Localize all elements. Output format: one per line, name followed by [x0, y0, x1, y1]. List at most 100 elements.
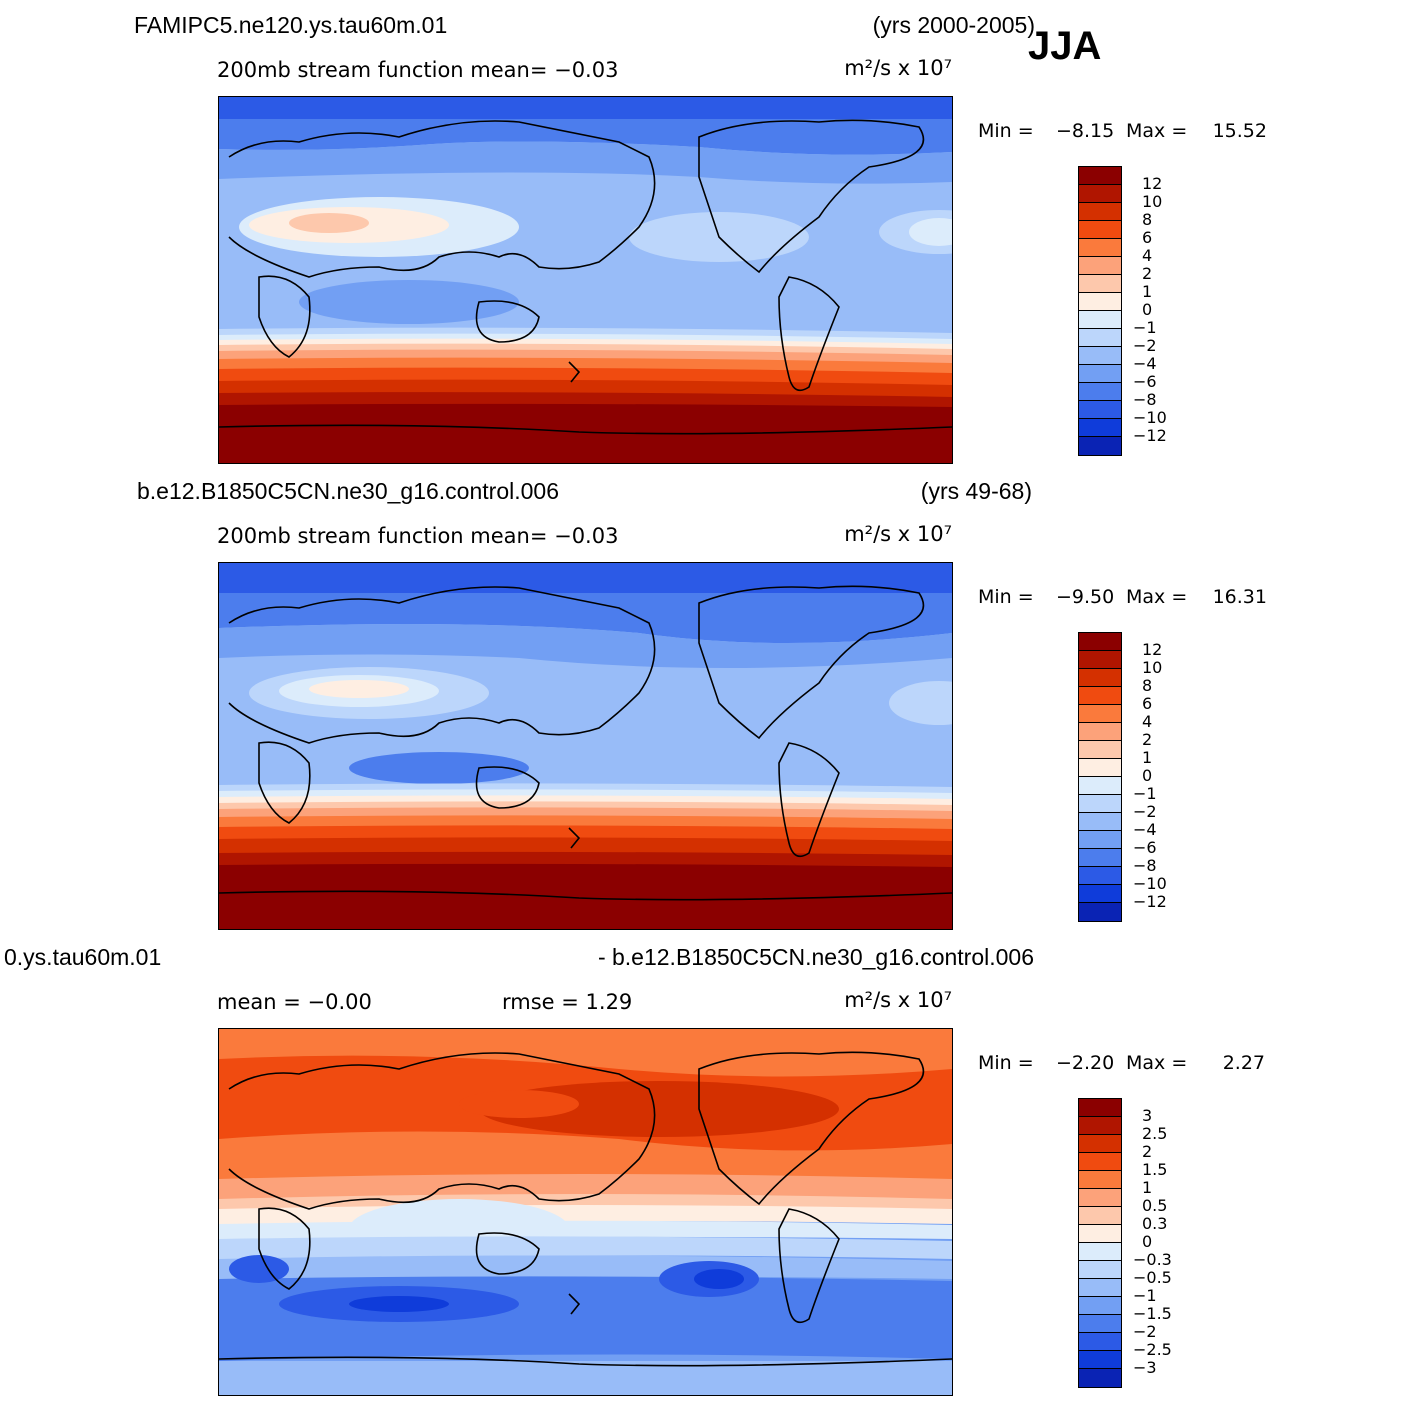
panel2-colorbar-swatch	[1079, 651, 1121, 669]
panel3-colorbar-swatch	[1079, 1135, 1121, 1153]
panel3-rmse: rmse = 1.29	[502, 990, 633, 1014]
colorbar-tick-label: −10	[1133, 408, 1167, 427]
colorbar-tick-label: −12	[1133, 892, 1167, 911]
panel3-colorbar-swatch	[1079, 1297, 1121, 1315]
colorbar-tick-label: 2	[1142, 730, 1153, 749]
colorbar-tick-label: −2	[1133, 1322, 1157, 1341]
panel2-colorbar	[1078, 632, 1122, 922]
panel3-colorbar-swatch	[1079, 1099, 1121, 1117]
panel3-colorbar-swatch	[1079, 1117, 1121, 1135]
panel1-colorbar-swatch	[1079, 311, 1121, 329]
colorbar-tick-label: −6	[1133, 838, 1157, 857]
panel1-colorbar-swatch	[1079, 203, 1121, 221]
panel3-colorbar-swatch	[1079, 1153, 1121, 1171]
panel2-colorbar-swatch	[1079, 795, 1121, 813]
panel1-colorbar-swatch	[1079, 185, 1121, 203]
panel1-colorbar-swatch	[1079, 365, 1121, 383]
colorbar-tick-label: −3	[1133, 1358, 1157, 1377]
panel2-colorbar-swatch	[1079, 705, 1121, 723]
panel3-colorbar	[1078, 1098, 1122, 1388]
colorbar-tick-label: 0.5	[1142, 1196, 1168, 1215]
panel3-units: m²/s x 10⁷	[844, 988, 952, 1012]
panel1-min-label: Min =	[978, 120, 1034, 142]
colorbar-tick-label: 4	[1142, 712, 1153, 731]
colorbar-tick-label: 10	[1142, 658, 1163, 677]
panel1-subtitle: 200mb stream function mean= −0.03	[217, 58, 619, 82]
panel2-colorbar-swatch	[1079, 849, 1121, 867]
colorbar-tick-label: 4	[1142, 246, 1153, 265]
panel3-colorbar-swatch	[1079, 1369, 1121, 1387]
panel3-colorbar-swatch	[1079, 1279, 1121, 1297]
panel2-colorbar-swatch	[1079, 669, 1121, 687]
panel1-colorbar-swatch	[1079, 257, 1121, 275]
season-label: JJA	[1028, 24, 1102, 68]
panel3-max-value: 2.27	[1222, 1052, 1265, 1074]
panel1-colorbar-swatch	[1079, 239, 1121, 257]
panel1-colorbar-swatch	[1079, 437, 1121, 455]
panel3-colorbar-swatch	[1079, 1261, 1121, 1279]
colorbar-tick-label: 12	[1142, 640, 1163, 659]
colorbar-tick-label: 1	[1142, 282, 1153, 301]
colorbar-tick-label: −1	[1133, 784, 1157, 803]
panel1-colorbar-swatch	[1079, 275, 1121, 293]
colorbar-tick-label: 2.5	[1142, 1124, 1168, 1143]
panel3-colorbar-swatch	[1079, 1225, 1121, 1243]
panel3-min-value: −2.20	[1056, 1052, 1115, 1074]
colorbar-tick-label: 2	[1142, 264, 1153, 283]
colorbar-tick-label: −1.5	[1133, 1304, 1172, 1323]
panel1-colorbar-swatch	[1079, 329, 1121, 347]
colorbar-tick-label: −1	[1133, 1286, 1157, 1305]
panel1-colorbar-swatch	[1079, 347, 1121, 365]
colorbar-tick-label: −12	[1133, 426, 1167, 445]
panel2-colorbar-swatch	[1079, 687, 1121, 705]
panel2-units: m²/s x 10⁷	[844, 522, 952, 546]
panel2-colorbar-swatch	[1079, 813, 1121, 831]
panel1-units: m²/s x 10⁷	[844, 56, 952, 80]
panel2-colorbar-swatch	[1079, 867, 1121, 885]
panel3-map	[218, 1028, 953, 1396]
panel3-colorbar-swatch	[1079, 1243, 1121, 1261]
panel1-max-value: 15.52	[1212, 120, 1267, 142]
colorbar-tick-label: −0.5	[1133, 1268, 1172, 1287]
panel2-colorbar-swatch	[1079, 723, 1121, 741]
colorbar-tick-label: −2	[1133, 336, 1157, 355]
panel1-colorbar-swatch	[1079, 293, 1121, 311]
panel2-colorbar-swatch	[1079, 633, 1121, 651]
panel2-subtitle: 200mb stream function mean= −0.03	[217, 524, 619, 548]
panel3-min-label: Min =	[978, 1052, 1034, 1074]
panel2-colorbar-swatch	[1079, 741, 1121, 759]
panel3-max-label: Max =	[1126, 1052, 1188, 1074]
colorbar-tick-label: 1	[1142, 1178, 1153, 1197]
panel1-colorbar-swatch	[1079, 419, 1121, 437]
panel2-map	[218, 562, 953, 930]
panel3-case-title: 0.ys.tau60m.01	[4, 944, 162, 970]
colorbar-tick-label: 1.5	[1142, 1160, 1168, 1179]
colorbar-tick-label: 0	[1142, 1232, 1153, 1251]
panel2-case-title: b.e12.B1850C5CN.ne30_g16.control.006	[137, 478, 559, 504]
panel1-colorbar	[1078, 166, 1122, 456]
colorbar-tick-label: 6	[1142, 228, 1153, 247]
colorbar-tick-label: −0.3	[1133, 1250, 1172, 1269]
panel2-colorbar-swatch	[1079, 903, 1121, 921]
colorbar-tick-label: 12	[1142, 174, 1163, 193]
colorbar-tick-label: 6	[1142, 694, 1153, 713]
panel1-map	[218, 96, 953, 464]
colorbar-tick-label: −8	[1133, 390, 1157, 409]
panel2-years: (yrs 49-68)	[920, 478, 1032, 504]
colorbar-tick-label: −8	[1133, 856, 1157, 875]
panel2-colorbar-swatch	[1079, 885, 1121, 903]
panel3-colorbar-swatch	[1079, 1351, 1121, 1369]
panel2-min-value: −9.50	[1056, 586, 1115, 608]
panel2-max-value: 16.31	[1212, 586, 1267, 608]
colorbar-tick-label: 1	[1142, 748, 1153, 767]
panel1-colorbar-swatch	[1079, 167, 1121, 185]
panel1-colorbar-swatch	[1079, 401, 1121, 419]
panel3-mean: mean = −0.00	[217, 990, 372, 1014]
colorbar-tick-label: 8	[1142, 210, 1153, 229]
panel3-colorbar-swatch	[1079, 1189, 1121, 1207]
panel2-colorbar-swatch	[1079, 759, 1121, 777]
colorbar-tick-label: 8	[1142, 676, 1153, 695]
panel2-colorbar-swatch	[1079, 777, 1121, 795]
panel1-colorbar-swatch	[1079, 383, 1121, 401]
colorbar-tick-label: −1	[1133, 318, 1157, 337]
